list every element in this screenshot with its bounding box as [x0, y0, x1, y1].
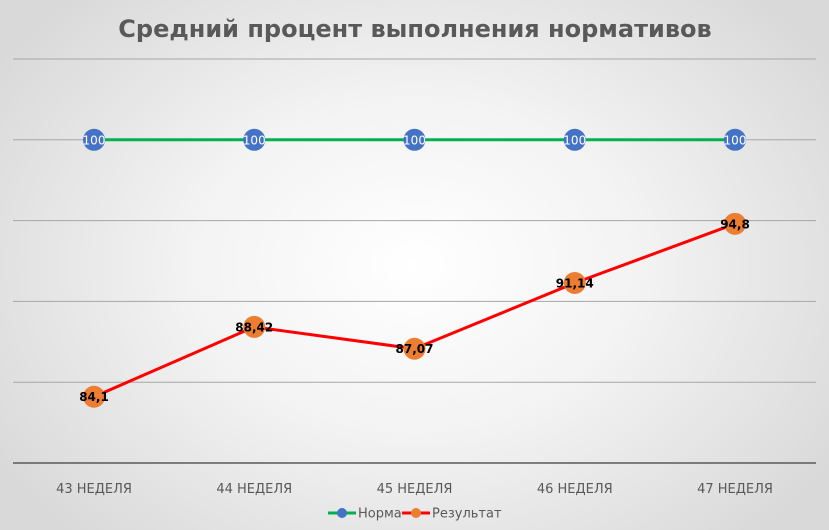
legend-marker	[337, 508, 347, 518]
x-tick-label: 47 НЕДЕЛЯ	[697, 482, 773, 497]
data-label: 87,07	[396, 342, 434, 356]
data-point-marker	[403, 128, 426, 151]
legend-marker	[411, 508, 421, 518]
legend-entry-result: Результат	[432, 507, 502, 522]
x-axis: 43 НЕДЕЛЯ 44 НЕДЕЛЯ 45 НЕДЕЛЯ 46 НЕДЕЛЯ 47 Н…	[13, 462, 816, 497]
data-label: 100	[724, 133, 747, 147]
x-tick-label: 44 НЕДЕЛЯ	[216, 482, 292, 497]
series-line-result	[93, 222, 736, 399]
data-label: 100	[563, 133, 586, 147]
gridlines	[13, 58, 816, 383]
data-label: 100	[83, 133, 106, 147]
data-point-marker	[83, 385, 105, 408]
data-point-marker	[243, 128, 266, 151]
chart-title: Средний процент выполнения нормативов	[118, 15, 711, 43]
x-tick-label: 46 НЕДЕЛЯ	[537, 482, 613, 497]
data-label: 91,14	[556, 276, 594, 290]
data-label: 100	[403, 133, 426, 147]
data-markers	[83, 128, 746, 408]
data-labels: 100 100 100 100 100 84,1 88,42 87,07 91,14 94,8	[79, 133, 750, 404]
data-point-marker	[724, 128, 746, 151]
data-point-marker	[403, 337, 426, 360]
data-point-marker	[563, 128, 586, 151]
x-tick-label: 43 НЕДЕЛЯ	[56, 482, 132, 497]
data-label: 84,1	[79, 390, 109, 404]
data-label: 94,8	[720, 217, 750, 231]
legend: Норма Результат	[328, 507, 502, 522]
data-label: 88,42	[235, 320, 273, 334]
data-point-marker	[724, 212, 746, 235]
data-point-marker	[563, 271, 586, 294]
data-point-marker	[83, 128, 105, 151]
data-point-marker	[243, 315, 266, 338]
x-tick-label: 45 НЕДЕЛЯ	[377, 482, 453, 497]
legend-entry-norma: Норма	[358, 507, 402, 522]
data-label: 100	[243, 133, 266, 147]
